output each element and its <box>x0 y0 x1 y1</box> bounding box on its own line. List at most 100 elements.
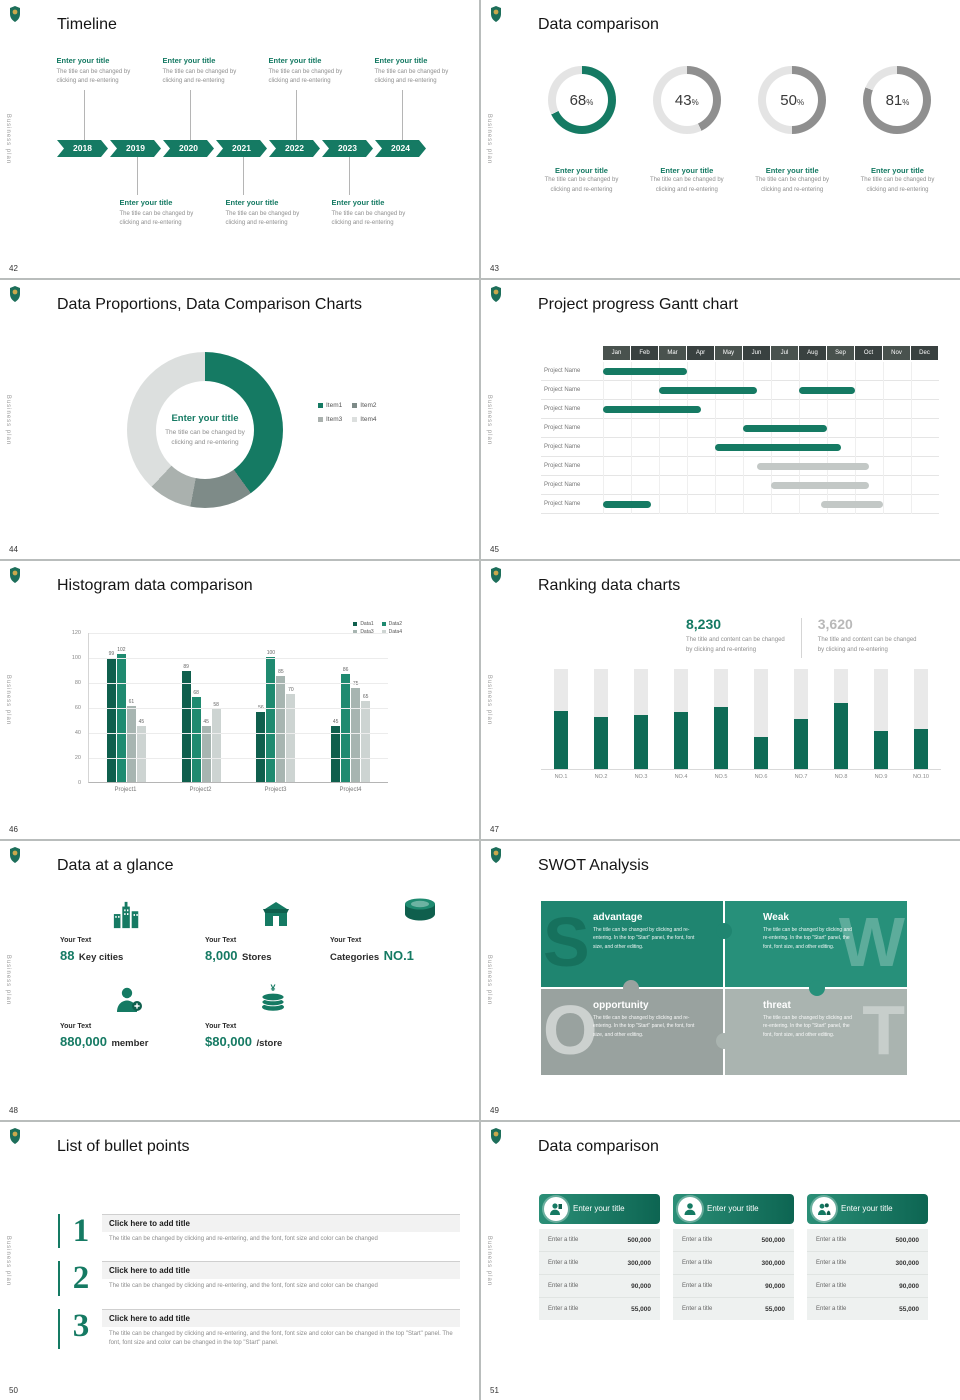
month-header: Oct <box>855 346 882 361</box>
person-document-icon <box>544 1196 568 1221</box>
slide-timeline: Business plan Timeline 2018 2019 2020 2021 2… <box>0 0 479 279</box>
bar <box>351 688 361 782</box>
connector-line <box>295 90 297 140</box>
stat-value: 3,620 <box>817 615 853 632</box>
page-number: 51 <box>490 1385 499 1395</box>
donut-center-title: Enter your title <box>171 412 239 424</box>
month-header: Jun <box>743 346 770 361</box>
stat-members: Your Text 880,000 member <box>60 987 210 1051</box>
page-number: 47 <box>490 825 499 835</box>
connector-line <box>242 157 244 195</box>
stat-primary: 8,230 The title and content can be chang… <box>686 615 785 653</box>
people-icon <box>812 1196 836 1221</box>
gantt-header: Jan Feb Mar Apr May Jun Jul Aug Sep Oct Nov Dec <box>541 346 939 361</box>
data-card: Enter your title Enter a title 500,000 En… <box>807 1193 928 1320</box>
gantt-row: Project Name <box>541 494 939 515</box>
gantt-row: Project Name <box>541 418 939 439</box>
gantt-row: Project Name <box>541 475 939 496</box>
table-row: Enter a title 500,000 <box>673 1229 794 1252</box>
page-number: 45 <box>490 544 499 554</box>
school-emblem-icon <box>9 6 21 22</box>
bar <box>341 674 351 782</box>
gantt-row: Project Name <box>541 456 939 477</box>
gantt-bar <box>743 424 827 432</box>
plot-area: 9910261458968455856100857045867565 <box>88 632 388 783</box>
card-header: Enter your title <box>539 1193 660 1224</box>
swot-strength: S advantage The title can be changed by c… <box>541 901 723 988</box>
bar <box>136 725 146 782</box>
page-title: Data comparison <box>538 16 659 33</box>
school-emblem-icon <box>9 566 21 583</box>
gantt-bar <box>821 500 883 508</box>
bar <box>126 705 136 782</box>
slide-gantt: Business plan Project progress Gantt cha… <box>481 280 960 559</box>
gantt-row: Project Name <box>541 437 939 458</box>
timeline-year: 2022 <box>269 140 320 157</box>
progress-ring-item: 43% Enter your title The title can be chan… <box>638 66 735 195</box>
slide-ranking: Business plan Ranking data charts 8,230 … <box>481 560 960 840</box>
list-item: 2 Click here to add title The title can b… <box>58 1261 460 1296</box>
gantt-bar <box>603 367 687 375</box>
connector-line <box>401 90 403 140</box>
vertical-label: Business plan <box>5 674 11 726</box>
comparison-cards: Enter your title Enter a title 500,000 En… <box>539 1193 928 1320</box>
store-icon <box>261 899 291 929</box>
month-header: May <box>715 346 742 361</box>
page-title: SWOT Analysis <box>538 857 649 875</box>
bar-group: 89 68 45 58 <box>164 632 239 782</box>
bullet-list: 1 Click here to add title The title can b… <box>58 1213 460 1362</box>
school-emblem-icon <box>490 286 502 303</box>
vertical-label: Business plan <box>486 394 492 445</box>
timeline-chart: 2018 2019 2020 2021 2022 2023 2024 Enter your t… <box>57 54 449 266</box>
connector-line <box>189 90 191 140</box>
legend-item: Item4 <box>352 416 377 423</box>
page-number: 46 <box>9 825 18 835</box>
page-title: Histogram data comparison <box>57 576 253 594</box>
vertical-label: Business plan <box>486 114 492 165</box>
timeline-year: 2019 <box>110 140 161 157</box>
ranking-bar: NO.6 <box>741 668 781 780</box>
page-title: Ranking data charts <box>538 576 681 594</box>
page-number: 50 <box>9 1385 18 1395</box>
histogram-chart: Data1 Data2 Data3 Data4 0 20 40 60 80 100 120 99 1… <box>62 619 402 814</box>
vertical-label: Business plan <box>486 1235 492 1286</box>
page-title: Data comparison <box>538 1137 659 1155</box>
slide-data-at-a-glance: Business plan Data at a glance Your Text… <box>0 841 479 1120</box>
page-title: Data Proportions, Data Comparison Charts <box>57 296 363 314</box>
bar <box>256 711 266 782</box>
gantt-row: Project Name <box>541 399 939 420</box>
legend-item: Data2 <box>381 621 402 627</box>
ranking-bar: NO.3 <box>621 668 661 780</box>
bar <box>266 656 276 782</box>
month-header: Sep <box>827 346 854 361</box>
table-row: Enter a title 90,000 <box>673 1275 794 1298</box>
timeline-year: 2023 <box>322 140 373 157</box>
card-table: Enter a title 500,000 Enter a title 300,00… <box>673 1228 794 1320</box>
y-axis-labels: 0 20 40 60 80 100 120 <box>71 629 81 786</box>
stat-categories: Your Text Categories NO.1 <box>330 898 479 965</box>
connector-line <box>83 90 85 140</box>
timeline-year: 2020 <box>163 140 214 157</box>
connector-line <box>348 157 350 195</box>
progress-ring-item: 50% Enter your title The title can be chan… <box>744 66 841 195</box>
ranking-bar: NO.8 <box>821 668 861 780</box>
donut-chart: Enter your title The title can be change… <box>127 352 283 509</box>
bar <box>276 675 286 782</box>
puzzle-knob <box>809 980 825 997</box>
swot-threat: T threat The title can be changed by clic… <box>725 989 907 1076</box>
slide-bullet-points: Business plan List of bullet points 1 Cl… <box>0 1121 479 1400</box>
page-title: List of bullet points <box>57 1137 190 1155</box>
bar-group: 561008570 <box>239 632 314 782</box>
table-row: Enter a title 55,000 <box>816 1305 919 1313</box>
vertical-label: Business plan <box>5 955 11 1006</box>
progress-ring: 50% <box>758 66 827 134</box>
school-emblem-icon <box>9 1127 21 1144</box>
month-header: Jan <box>603 346 630 361</box>
timeline-year: 2018 <box>57 140 108 157</box>
table-row: Enter a title 55,000 <box>682 1305 785 1313</box>
data-card: Enter your title Enter a title 500,000 En… <box>673 1193 794 1320</box>
gantt-bar <box>603 500 651 508</box>
data-card: Enter your title Enter a title 500,000 En… <box>539 1193 660 1320</box>
gantt-row: Project Name <box>541 380 939 401</box>
